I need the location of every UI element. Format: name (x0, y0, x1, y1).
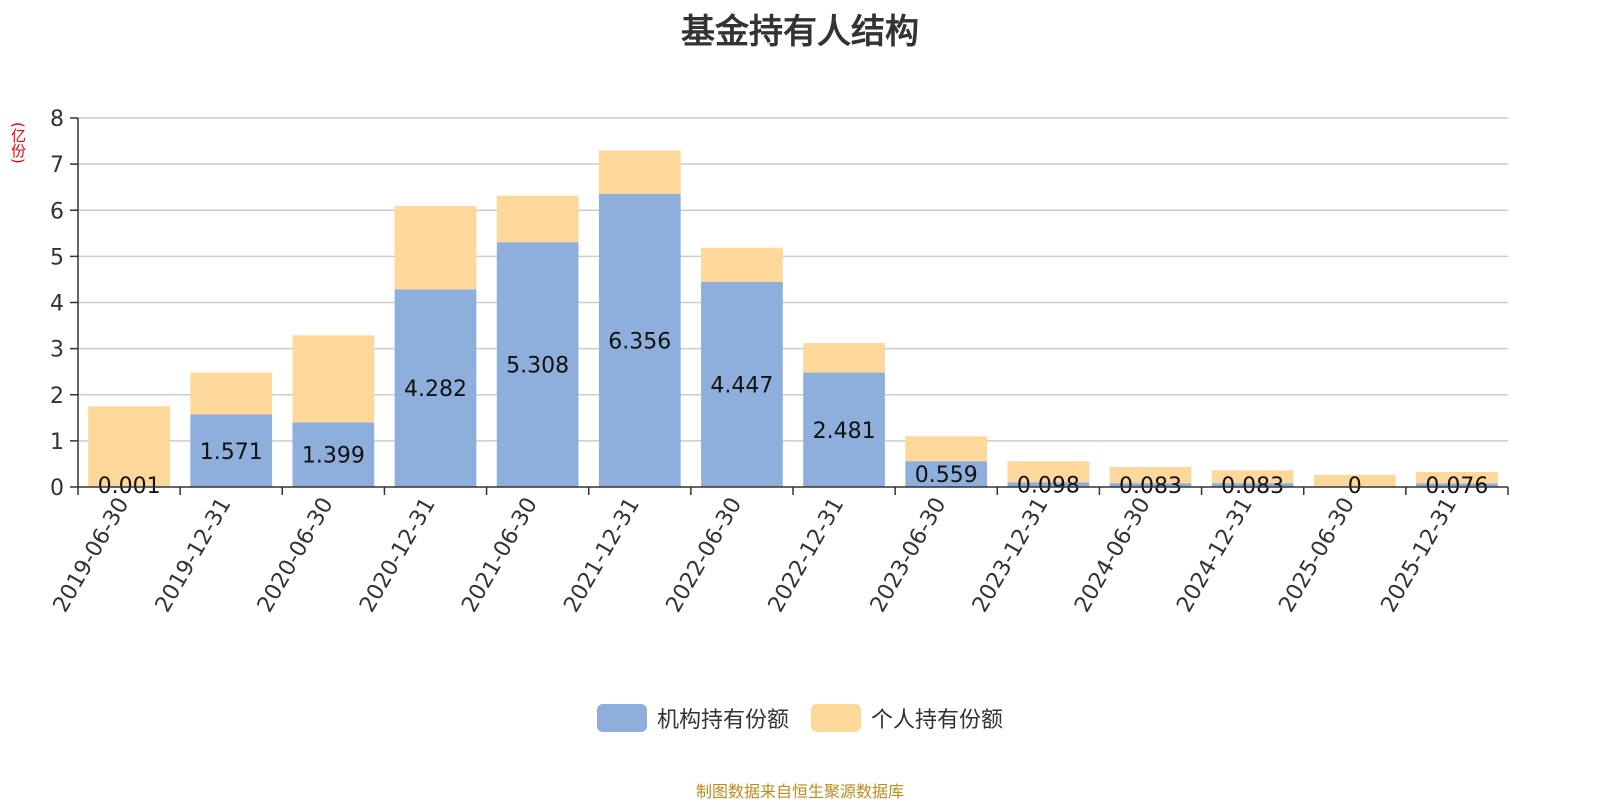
legend-label-institutional: 机构持有份额 (657, 702, 789, 734)
data-label-institutional-2020-06-30: 1.399 (302, 444, 365, 469)
y-tick-label-6: 6 (50, 199, 64, 224)
legend: 机构持有份额 个人持有份额 (0, 702, 1600, 734)
y-tick-label-3: 3 (50, 338, 64, 363)
x-tick-label-2022-06-30: 2022-06-30 (662, 494, 748, 617)
y-tick-label-4: 4 (50, 292, 64, 317)
bar-individual-2019-12-31 (190, 373, 272, 415)
data-label-institutional-2023-12-31: 0.098 (1017, 474, 1080, 499)
x-tick-label-2022-12-31: 2022-12-31 (764, 494, 850, 617)
x-tick-label-2021-12-31: 2021-12-31 (559, 494, 645, 617)
x-tick-label-2024-12-31: 2024-12-31 (1172, 494, 1258, 617)
bar-individual-2021-06-30 (497, 196, 579, 243)
x-tick-label-2019-06-30: 2019-06-30 (49, 494, 135, 617)
y-tick-label-0: 0 (50, 476, 64, 501)
x-tick-label-2019-12-31: 2019-12-31 (151, 494, 237, 617)
legend-swatch-institutional (597, 704, 647, 732)
source-note: 制图数据来自恒生聚源数据库 (0, 778, 1600, 802)
legend-swatch-individual (811, 704, 861, 732)
x-tick-label-2020-12-31: 2020-12-31 (355, 494, 441, 617)
x-tick-label-2025-06-30: 2025-06-30 (1274, 494, 1360, 617)
bar-individual-2022-06-30 (701, 248, 783, 282)
x-tick-label-2023-12-31: 2023-12-31 (968, 494, 1054, 617)
x-tick-label-2024-06-30: 2024-06-30 (1070, 494, 1156, 617)
data-label-institutional-2019-12-31: 1.571 (200, 440, 263, 465)
x-tick-label-2023-06-30: 2023-06-30 (866, 494, 952, 617)
data-label-institutional-2020-12-31: 4.282 (404, 377, 467, 402)
y-tick-label-2: 2 (50, 384, 64, 409)
data-label-institutional-2023-06-30: 0.559 (915, 463, 978, 488)
legend-item-individual[interactable]: 个人持有份额 (811, 702, 1003, 734)
legend-item-institutional[interactable]: 机构持有份额 (597, 702, 789, 734)
y-tick-label-5: 5 (50, 245, 64, 270)
data-label-institutional-2021-06-30: 5.308 (506, 354, 569, 379)
bar-individual-2023-06-30 (905, 436, 987, 461)
bar-individual-2020-12-31 (395, 206, 477, 289)
data-label-institutional-2021-12-31: 6.356 (608, 329, 671, 354)
data-label-institutional-2022-06-30: 4.447 (710, 373, 773, 398)
bar-individual-2022-12-31 (803, 343, 885, 373)
data-label-institutional-2022-12-31: 2.481 (813, 419, 876, 444)
bar-individual-2020-06-30 (293, 335, 375, 422)
x-tick-label-2021-06-30: 2021-06-30 (457, 494, 543, 617)
y-tick-label-1: 1 (50, 430, 64, 455)
y-tick-label-8: 8 (50, 107, 64, 132)
bar-individual-2021-12-31 (599, 150, 681, 193)
x-tick-label-2020-06-30: 2020-06-30 (253, 494, 339, 617)
y-tick-label-7: 7 (50, 153, 64, 178)
x-tick-label-2025-12-31: 2025-12-31 (1377, 494, 1463, 617)
legend-label-individual: 个人持有份额 (871, 702, 1003, 734)
